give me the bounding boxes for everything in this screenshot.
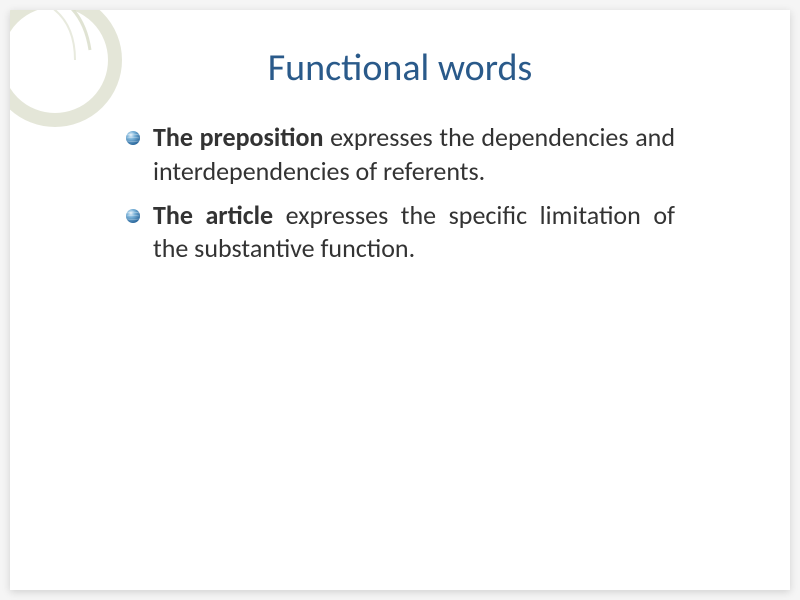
bullet-text: The article expresses the specific limit… [153, 199, 675, 267]
slide-content: The preposition expresses the dependenci… [10, 121, 790, 266]
bullet-item: The article expresses the specific limit… [125, 199, 675, 267]
slide-title: Functional words [10, 45, 790, 91]
bullet-bold-part: The preposition [153, 121, 323, 153]
bullet-bold-part: The article [153, 199, 273, 231]
bullet-sphere-icon [125, 130, 141, 146]
bullet-item: The preposition expresses the dependenci… [125, 121, 675, 189]
bullet-sphere-icon [125, 208, 141, 224]
bullet-text: The preposition expresses the dependenci… [153, 121, 675, 189]
slide: Functional words The preposition express… [10, 10, 790, 590]
